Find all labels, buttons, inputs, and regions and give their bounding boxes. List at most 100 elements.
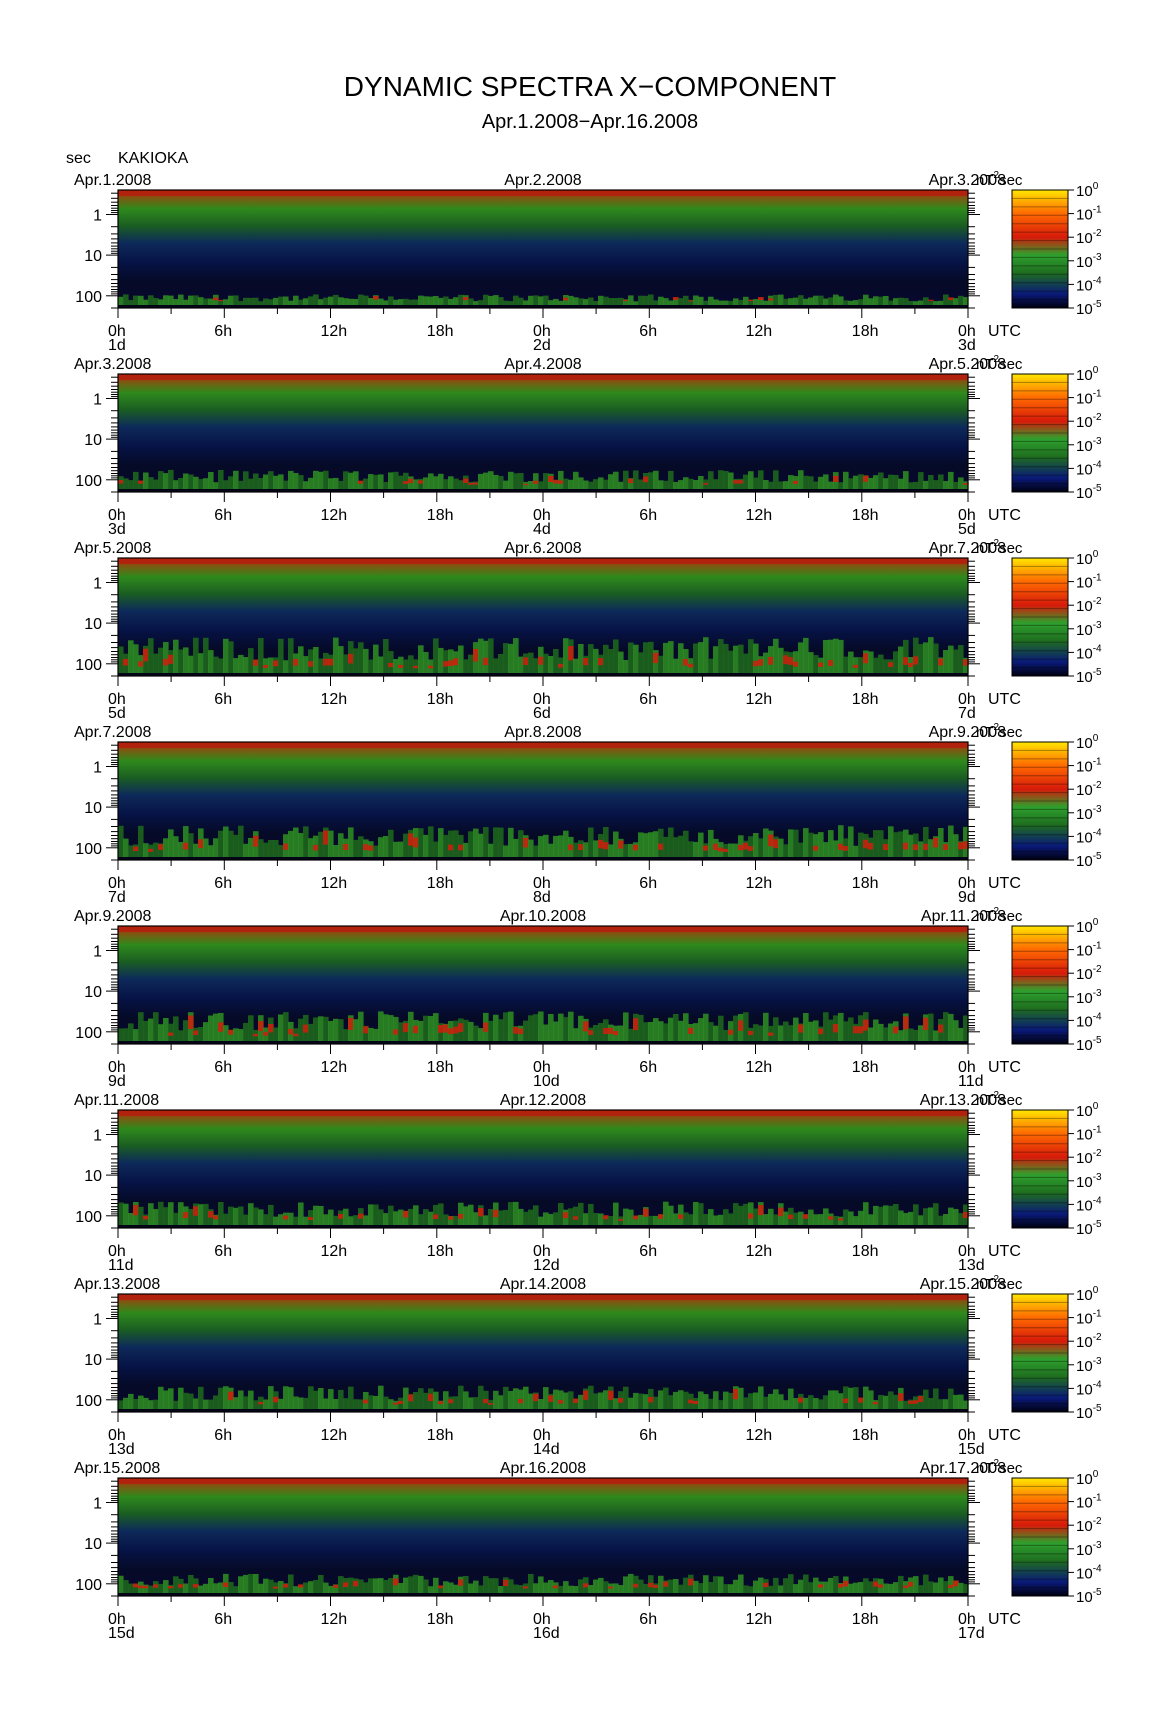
activity-column: [678, 298, 684, 305]
colorbar-tick-label: 10-1: [1076, 1493, 1102, 1512]
activity-column: [298, 475, 304, 489]
activity-column: [628, 478, 634, 489]
activity-column: [293, 295, 299, 305]
colorbar-tick-label: 10-4: [1076, 1563, 1102, 1582]
activity-column: [448, 830, 454, 857]
activity-column: [758, 1025, 764, 1041]
colorbar-tick-label: 10-5: [1076, 1403, 1102, 1422]
activity-column: [773, 1214, 779, 1225]
activity-column: [308, 1386, 314, 1409]
activity-burst: [198, 839, 204, 849]
activity-burst: [938, 1024, 944, 1033]
activity-column: [243, 297, 249, 305]
activity-column: [603, 1581, 609, 1593]
x-tick-label: 18h: [852, 507, 879, 524]
activity-column: [923, 827, 929, 857]
activity-column: [178, 478, 184, 489]
activity-column: [368, 298, 374, 305]
activity-column: [793, 829, 799, 857]
activity-column: [143, 1397, 149, 1409]
activity-burst: [873, 1581, 879, 1587]
activity-column: [323, 1582, 329, 1593]
activity-column: [123, 838, 129, 857]
activity-column: [588, 827, 594, 857]
panel-end-date: Apr.7.2008: [929, 540, 1007, 557]
activity-column: [813, 1214, 819, 1225]
activity-column: [203, 637, 209, 673]
activity-column: [778, 1394, 784, 1409]
activity-burst: [328, 658, 334, 666]
y-tick-label: 10: [84, 432, 102, 449]
activity-column: [553, 1389, 559, 1409]
activity-column: [853, 300, 859, 305]
activity-burst: [143, 648, 149, 662]
activity-column: [468, 298, 474, 305]
activity-column: [658, 1214, 664, 1225]
activity-column: [868, 651, 874, 673]
activity-column: [568, 479, 574, 489]
activity-column: [303, 1216, 309, 1225]
colorbar-tick-label: 10-4: [1076, 1379, 1102, 1398]
activity-burst: [533, 1393, 539, 1402]
colorbar-tick-label: 10-3: [1076, 1356, 1102, 1375]
activity-column: [628, 1397, 634, 1409]
activity-column: [518, 830, 524, 857]
activity-column: [678, 480, 684, 489]
activity-column: [918, 1395, 924, 1409]
activity-burst: [403, 481, 409, 484]
x-tick-label: 6h: [214, 1243, 232, 1260]
activity-column: [618, 1585, 624, 1593]
activity-column: [738, 644, 744, 673]
activity-column: [878, 1206, 884, 1225]
activity-column: [403, 1577, 409, 1593]
x-day-label: 3d: [108, 521, 126, 538]
activity-column: [788, 475, 794, 489]
activity-column: [168, 1202, 174, 1225]
activity-burst: [953, 1580, 959, 1587]
activity-burst: [463, 297, 469, 301]
x-day-label: 2d: [533, 337, 551, 354]
activity-column: [498, 1395, 504, 1409]
activity-column: [698, 832, 704, 857]
activity-column: [728, 650, 734, 673]
activity-column: [253, 1400, 259, 1409]
activity-column: [878, 472, 884, 489]
activity-column: [433, 476, 439, 489]
activity-burst: [933, 837, 939, 848]
activity-column: [853, 1387, 859, 1409]
activity-burst: [828, 1216, 834, 1220]
activity-column: [623, 1208, 629, 1225]
x-tick-label: 12h: [746, 1243, 773, 1260]
activity-column: [163, 295, 169, 305]
activity-column: [318, 1206, 324, 1225]
activity-column: [338, 1576, 344, 1593]
activity-column: [188, 1575, 194, 1593]
activity-burst: [343, 844, 349, 850]
activity-column: [328, 1389, 334, 1409]
activity-column: [673, 1391, 679, 1409]
activity-burst: [633, 1018, 639, 1031]
activity-column: [848, 826, 854, 857]
activity-column: [668, 641, 674, 673]
activity-burst: [633, 844, 639, 851]
activity-column: [828, 639, 834, 673]
activity-column: [508, 301, 514, 305]
activity-column: [878, 1395, 884, 1409]
activity-burst: [368, 845, 374, 851]
activity-column: [788, 298, 794, 305]
activity-column: [583, 842, 589, 857]
activity-column: [813, 655, 819, 673]
activity-column: [493, 1578, 499, 1593]
activity-burst: [788, 1214, 794, 1219]
activity-column: [763, 300, 769, 305]
activity-column: [758, 1577, 764, 1593]
activity-column: [918, 1215, 924, 1225]
activity-column: [948, 825, 954, 857]
activity-column: [358, 642, 364, 673]
activity-column: [478, 1028, 484, 1041]
x-tick-label: 18h: [427, 323, 454, 340]
activity-column: [273, 1216, 279, 1225]
activity-column: [128, 640, 134, 673]
activity-column: [593, 479, 599, 489]
activity-burst: [448, 1028, 454, 1035]
